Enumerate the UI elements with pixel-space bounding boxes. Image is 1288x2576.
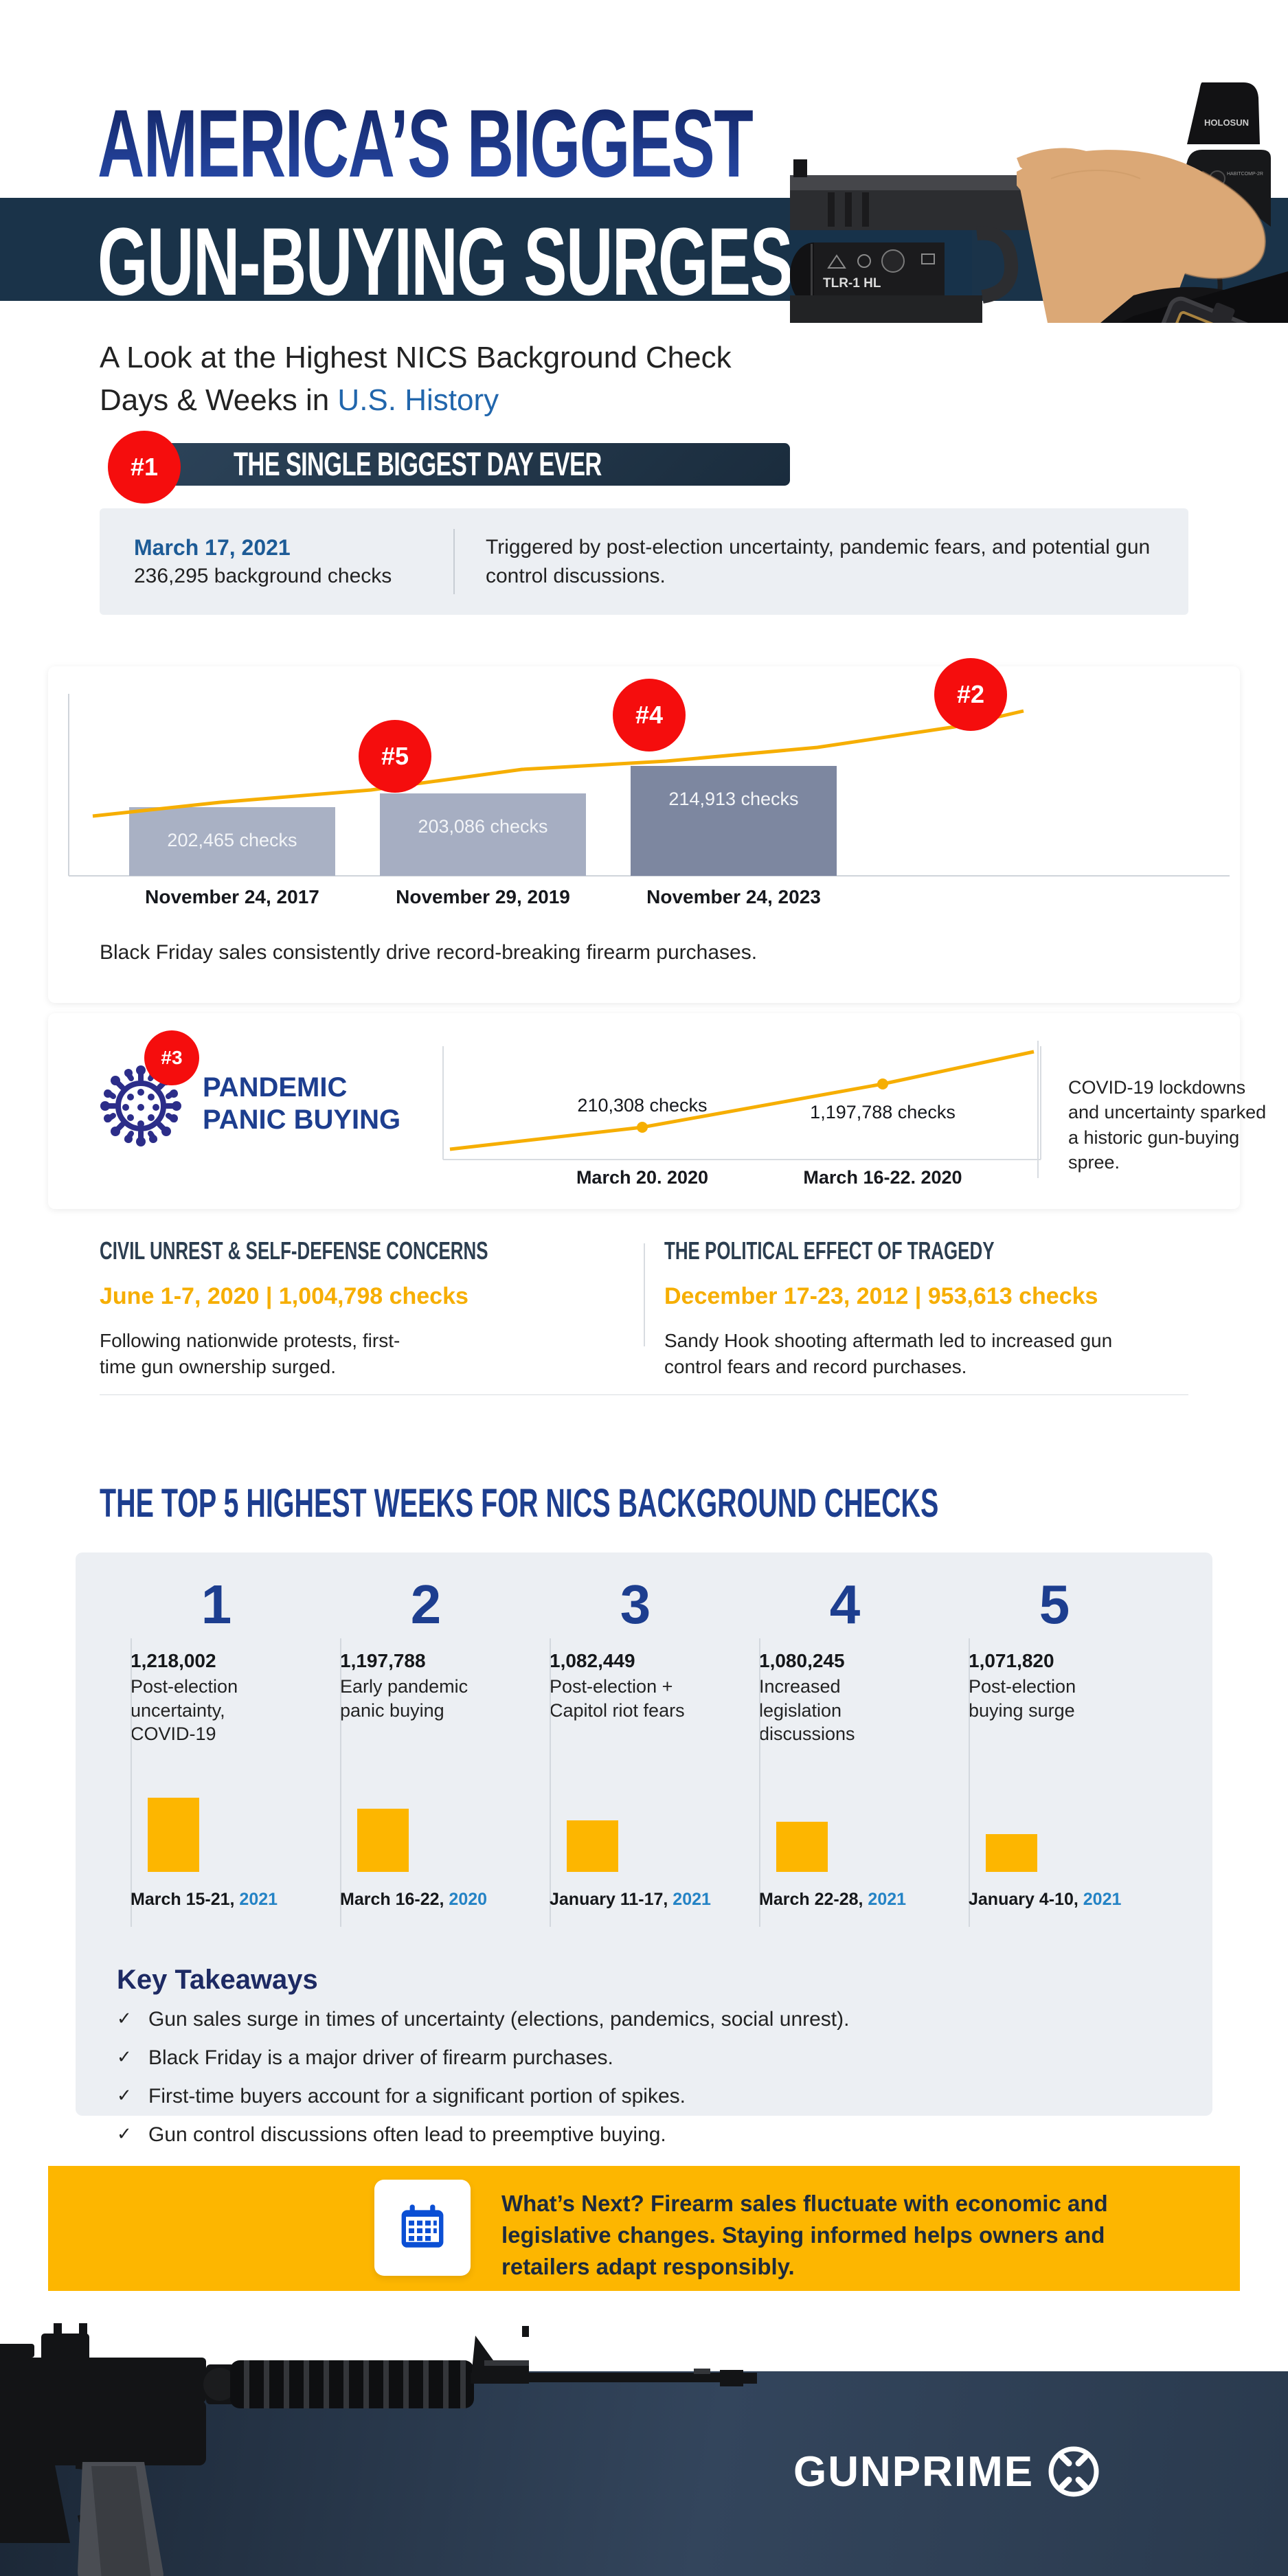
svg-text:TLR-1 HL: TLR-1 HL (823, 276, 881, 291)
svg-text:November 24, 2023: November 24, 2023 (646, 886, 821, 907)
svg-text:November 24, 2017: November 24, 2017 (145, 886, 319, 907)
svg-text:210,308 checks: 210,308 checks (577, 1095, 707, 1116)
svg-text:HOLOSUN: HOLOSUN (1204, 117, 1249, 128)
svg-text:March 20, 2020: March 20, 2020 (576, 1167, 708, 1184)
svg-text:HABITCOMP-2R: HABITCOMP-2R (1227, 172, 1263, 177)
svg-text:November 29, 2019: November 29, 2019 (396, 886, 570, 907)
svg-text:1,197,788 checks: 1,197,788 checks (810, 1102, 956, 1122)
svg-text:203,086 checks: 203,086 checks (418, 816, 547, 837)
svg-text:202,465 checks: 202,465 checks (167, 830, 297, 850)
svg-text:214,913 checks: 214,913 checks (668, 789, 798, 809)
svg-text:March 16-22, 2020: March 16-22, 2020 (803, 1167, 962, 1184)
